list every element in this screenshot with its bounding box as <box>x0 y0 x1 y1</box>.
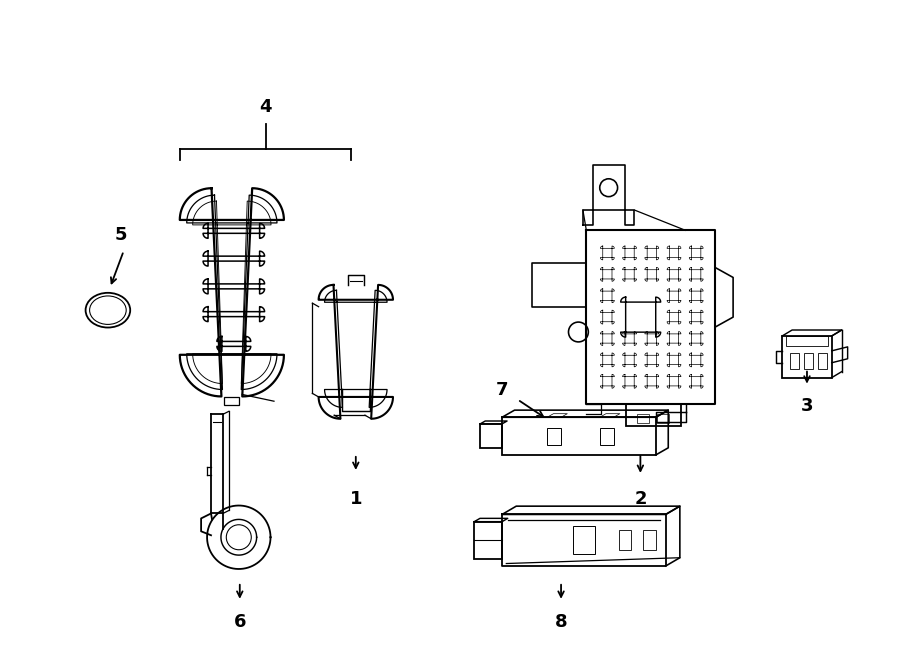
Text: 2: 2 <box>634 490 646 508</box>
Text: 4: 4 <box>259 98 272 116</box>
Bar <box>474 522 502 559</box>
Bar <box>804 353 813 369</box>
Text: 3: 3 <box>801 397 814 415</box>
Text: 1: 1 <box>349 490 362 508</box>
Bar <box>481 424 502 448</box>
Bar <box>644 530 656 550</box>
Bar <box>782 336 832 377</box>
Bar <box>787 336 828 346</box>
Bar <box>599 428 614 445</box>
Bar <box>547 428 561 445</box>
Bar <box>818 353 827 369</box>
Bar <box>626 404 680 426</box>
Bar <box>502 417 656 455</box>
Text: 7: 7 <box>495 381 508 399</box>
Bar <box>573 526 595 554</box>
Text: 8: 8 <box>554 612 567 630</box>
Bar <box>224 397 239 405</box>
Bar <box>637 414 649 423</box>
Bar <box>657 414 669 423</box>
Text: 6: 6 <box>233 612 246 630</box>
Text: 5: 5 <box>114 226 127 244</box>
Bar <box>790 353 799 369</box>
Bar <box>618 530 632 550</box>
